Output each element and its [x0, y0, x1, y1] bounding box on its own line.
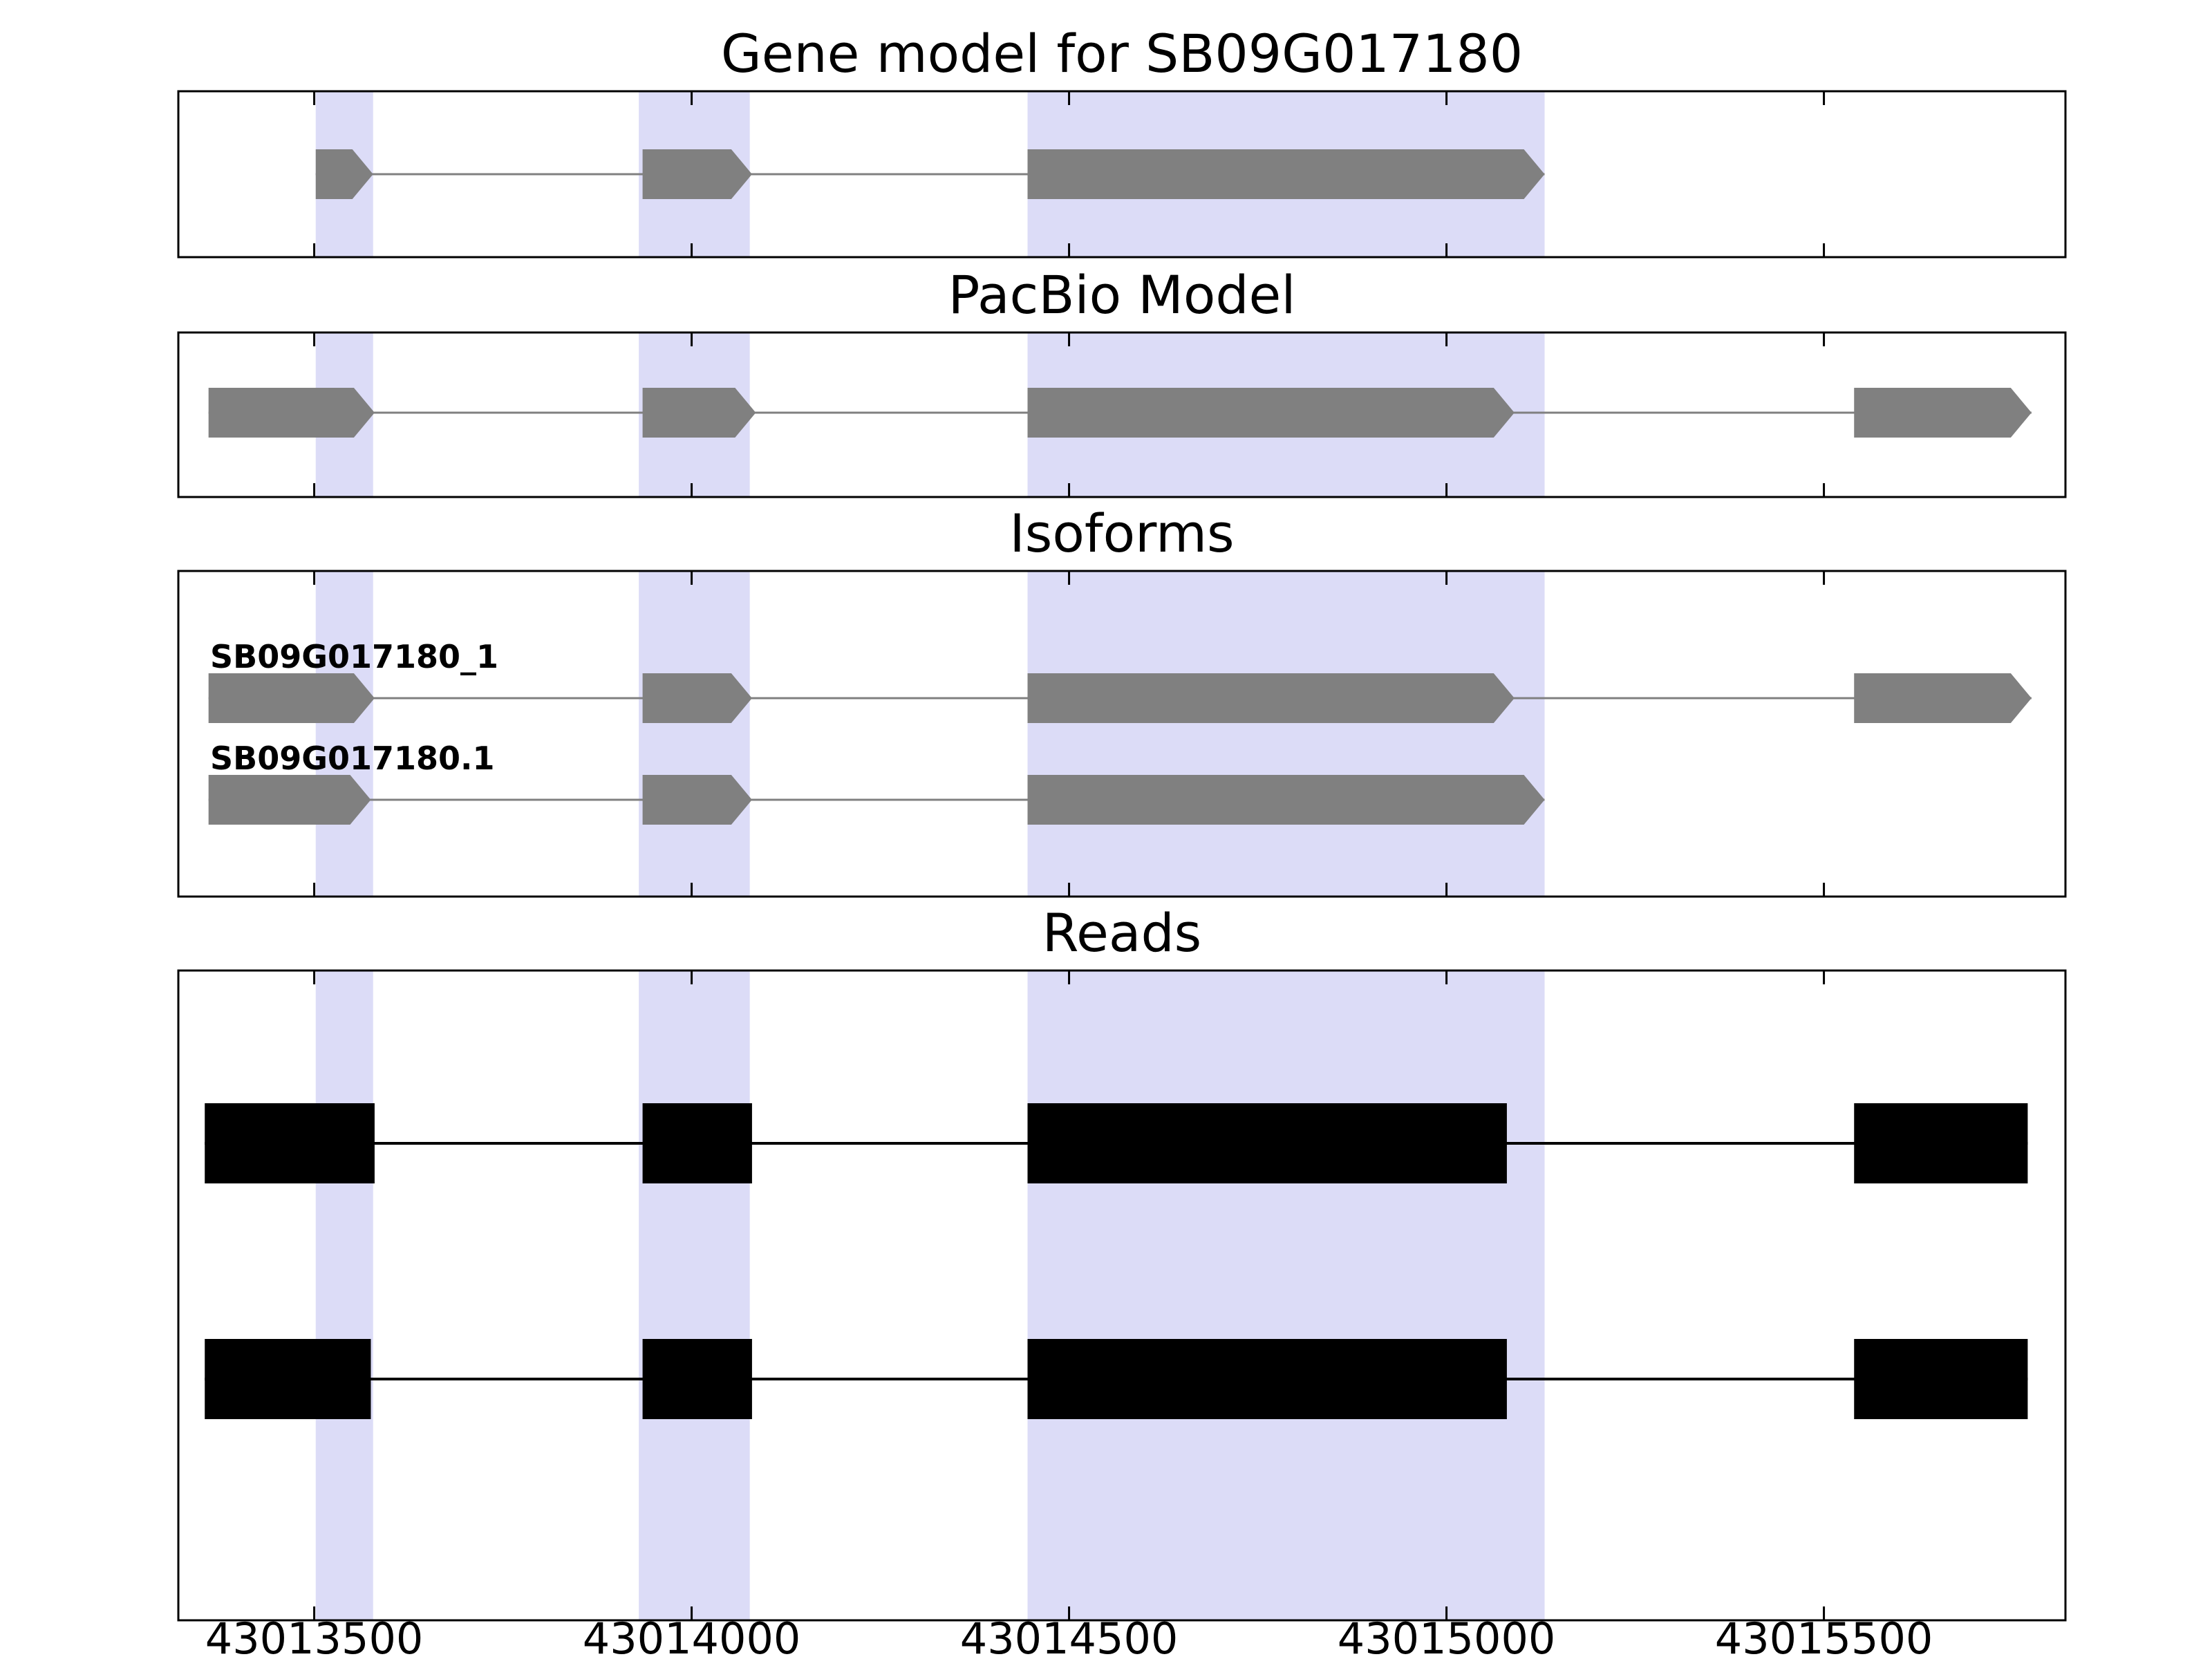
exon-arrow [1027, 673, 1515, 723]
exon-arrow [1027, 149, 1545, 199]
read-block [642, 1339, 752, 1419]
exon-arrow [315, 149, 373, 199]
panel-border [177, 331, 2067, 498]
panel-title: Isoforms [1009, 503, 1234, 564]
panel-isoforms: Isoforms SB09G017180_1 SB09G017180.1 [177, 503, 2067, 898]
read-block [1854, 1339, 2028, 1419]
read-block [1854, 1103, 2028, 1183]
x-tick-label: 43014500 [960, 1613, 1179, 1659]
panel-border [177, 570, 2067, 898]
exon-arrow [642, 775, 752, 825]
exon-arrow [208, 388, 375, 438]
exon-arrow [1027, 388, 1515, 438]
x-tick-label: 43014000 [583, 1613, 801, 1659]
panel-title: Reads [1042, 902, 1202, 964]
panel-border [177, 969, 2067, 1622]
panel-title: Gene model for SB09G017180 [721, 23, 1523, 84]
exon-arrow [642, 149, 752, 199]
highlight-band [639, 971, 750, 1620]
exon-arrow [208, 775, 371, 825]
panel-pacbio-model: PacBio Model [177, 264, 2067, 498]
read-block [1027, 1339, 1507, 1419]
highlight-band [315, 572, 373, 896]
isoform-label: SB09G017180_1 [210, 638, 498, 675]
read-block [642, 1103, 752, 1183]
exon-arrow [1854, 388, 2032, 438]
highlight-band [1027, 572, 1545, 896]
isoform-label: SB09G017180.1 [210, 740, 494, 777]
exon-arrow [1854, 673, 2032, 723]
panel-title: PacBio Model [948, 264, 1296, 326]
read-block [205, 1339, 371, 1419]
x-tick-label: 43015000 [1338, 1613, 1556, 1659]
read-block [205, 1103, 375, 1183]
highlight-band [315, 971, 373, 1620]
x-tick-label: 43015500 [1715, 1613, 1933, 1659]
read-block [1027, 1103, 1507, 1183]
panel-border [177, 90, 2067, 259]
x-tick-label: 43013500 [205, 1613, 424, 1659]
panel-reads: Reads [177, 902, 2067, 1622]
exon-arrow [642, 673, 752, 723]
exon-arrow [642, 388, 756, 438]
exon-arrow [1027, 775, 1545, 825]
exon-arrow [208, 673, 375, 723]
highlight-band [639, 572, 750, 896]
highlight-band [1027, 971, 1545, 1620]
panel-gene-model-for-sb09g017180: Gene model for SB09G017180 [177, 23, 2067, 259]
